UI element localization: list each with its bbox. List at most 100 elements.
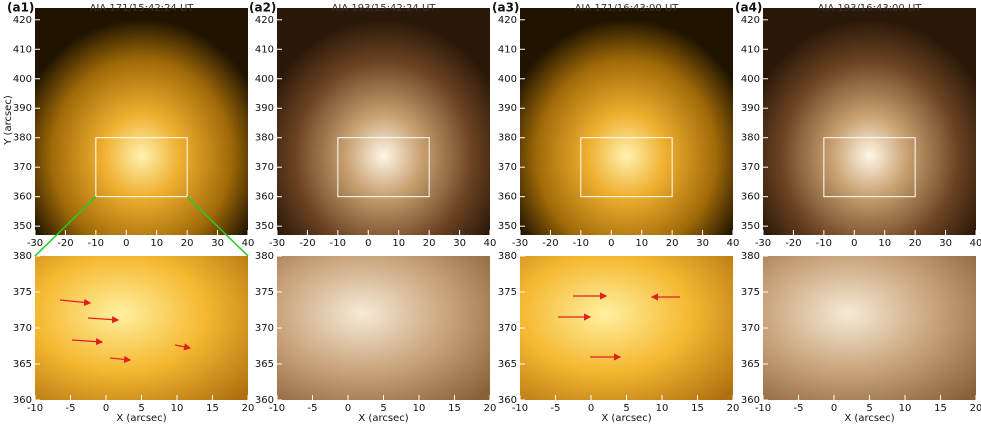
panel-label: (a4) <box>735 1 762 15</box>
x-tick-label: 10 <box>656 403 669 414</box>
x-tick-label: 10 <box>878 238 891 249</box>
x-tick-label: -30 <box>755 238 771 249</box>
y-tick-label: 410 <box>741 44 760 55</box>
y-tick-label: 380 <box>498 133 517 144</box>
solar-image <box>520 8 733 235</box>
y-tick-label: 420 <box>741 15 760 26</box>
y-tick-label: 365 <box>741 359 760 370</box>
arrow <box>109 355 132 363</box>
y-tick-label: 380 <box>13 133 32 144</box>
zoom-image <box>277 256 490 400</box>
connector <box>34 196 97 257</box>
x-tick-label: -5 <box>308 403 318 414</box>
y-tick-label: 390 <box>255 103 274 114</box>
panel-title: AIA 171/16:43:00 UT <box>575 3 680 14</box>
region-box <box>823 137 916 198</box>
y-tick-label: 400 <box>498 74 517 85</box>
y-tick-label: 380 <box>741 133 760 144</box>
x-tick-label: 0 <box>851 238 857 249</box>
y-tick-label: 400 <box>255 74 274 85</box>
x-tick-label: 15 <box>934 403 947 414</box>
y-tick-label: 380 <box>255 251 274 262</box>
y-tick-label: 400 <box>741 74 760 85</box>
x-tick-label: 5 <box>138 403 144 414</box>
panel-title: AIA 193/16:43:00 UT <box>818 3 923 14</box>
x-tick-label: 20 <box>727 403 740 414</box>
y-tick-label: 380 <box>741 251 760 262</box>
arrow <box>59 298 92 306</box>
y-tick-label: 360 <box>255 192 274 203</box>
panel-label: (a2) <box>249 1 276 15</box>
y-tick-label: 365 <box>13 359 32 370</box>
x-tick-label: 0 <box>345 403 351 414</box>
region-box <box>95 137 188 198</box>
x-tick-label: -10 <box>330 238 346 249</box>
y-tick-label: 370 <box>741 323 760 334</box>
region-box <box>337 137 430 198</box>
y-axis-label: Y (arcsec) <box>3 95 14 146</box>
x-tick-label: 10 <box>392 238 405 249</box>
connector <box>186 196 249 257</box>
x-axis-label: X (arcsec) <box>601 413 651 424</box>
x-tick-label: 0 <box>365 238 371 249</box>
x-tick-label: 20 <box>242 403 255 414</box>
x-tick-label: -30 <box>27 238 43 249</box>
panel-title: AIA 171/15:42:24 UT <box>90 3 195 14</box>
y-tick-label: 380 <box>255 133 274 144</box>
region-box <box>580 137 673 198</box>
x-tick-label: -10 <box>88 238 104 249</box>
y-tick-label: 390 <box>13 103 32 114</box>
x-tick-label: -20 <box>299 238 315 249</box>
y-tick-label: 360 <box>255 395 274 406</box>
x-tick-label: -10 <box>573 238 589 249</box>
x-tick-label: -30 <box>512 238 528 249</box>
y-tick-label: 350 <box>741 221 760 232</box>
x-tick-label: 5 <box>380 403 386 414</box>
x-tick-label: -20 <box>542 238 558 249</box>
x-tick-label: 20 <box>666 238 679 249</box>
panel-title: AIA 193/15:42:24 UT <box>332 3 437 14</box>
x-tick-label: 0 <box>831 403 837 414</box>
x-tick-label: 40 <box>484 238 497 249</box>
x-tick-label: -10 <box>816 238 832 249</box>
x-tick-label: 20 <box>181 238 194 249</box>
x-tick-label: 10 <box>150 238 163 249</box>
x-tick-label: -5 <box>794 403 804 414</box>
solar-image <box>35 8 248 235</box>
x-tick-label: -30 <box>269 238 285 249</box>
y-tick-label: 365 <box>498 359 517 370</box>
x-tick-label: 15 <box>448 403 461 414</box>
y-tick-label: 375 <box>255 287 274 298</box>
y-tick-label: 360 <box>741 395 760 406</box>
x-tick-label: 40 <box>727 238 740 249</box>
x-tick-label: -20 <box>57 238 73 249</box>
arrow <box>71 338 104 346</box>
x-tick-label: 10 <box>635 238 648 249</box>
x-tick-label: 15 <box>206 403 219 414</box>
x-tick-label: 20 <box>909 238 922 249</box>
x-tick-label: -10 <box>512 403 528 414</box>
y-tick-label: 390 <box>498 103 517 114</box>
arrow <box>174 343 192 351</box>
panel-label: (a3) <box>492 1 519 15</box>
x-tick-label: 40 <box>970 238 981 249</box>
y-tick-label: 370 <box>13 323 32 334</box>
x-tick-label: 20 <box>423 238 436 249</box>
y-tick-label: 380 <box>498 251 517 262</box>
y-tick-label: 360 <box>741 192 760 203</box>
y-tick-label: 350 <box>255 221 274 232</box>
y-tick-label: 375 <box>741 287 760 298</box>
x-tick-label: 5 <box>623 403 629 414</box>
y-tick-label: 380 <box>13 251 32 262</box>
solar-image <box>763 8 976 235</box>
y-tick-label: 360 <box>498 192 517 203</box>
x-tick-label: -5 <box>551 403 561 414</box>
x-tick-label: -10 <box>269 403 285 414</box>
x-tick-label: 5 <box>866 403 872 414</box>
x-tick-label: 0 <box>588 403 594 414</box>
solar-image <box>277 8 490 235</box>
x-tick-label: 0 <box>608 238 614 249</box>
x-tick-label: 30 <box>939 238 952 249</box>
x-tick-label: -10 <box>755 403 771 414</box>
